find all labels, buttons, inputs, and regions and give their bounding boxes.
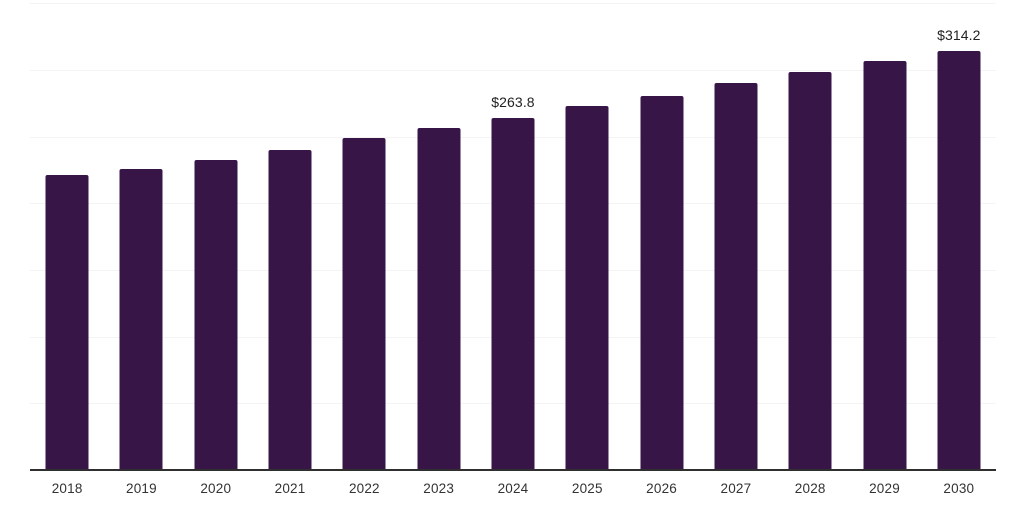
bar-value-label: $314.2 [937,26,981,43]
x-axis-tick-label: 2028 [794,481,826,496]
bar-group [253,0,327,470]
bar-group: $263.8 [476,0,550,470]
bar[interactable] [788,72,832,470]
bar-group [699,0,773,470]
x-axis-tick-label: 2026 [646,481,678,496]
bar-group [179,0,253,470]
bar-value-label: $263.8 [491,94,535,111]
bar[interactable] [45,174,89,470]
bar-group [104,0,178,470]
x-axis-tick-label: 2029 [869,481,900,496]
bar-group [402,0,476,470]
bar[interactable] [714,83,758,470]
bar[interactable] [268,150,312,470]
x-axis-tick-labels: 2018 2019 2020 2021 2022 2023 2024 2025 2026 2027… [30,476,996,512]
x-axis-tick-label: 2024 [497,481,529,496]
x-axis-tick-label: 2021 [274,481,306,496]
x-axis-tick-label: 2030 [943,481,975,496]
bar[interactable] [863,60,907,470]
bar-group [550,0,624,470]
x-axis-tick-label: 2027 [720,481,752,496]
bar-group [30,0,104,470]
bar[interactable] [640,96,684,470]
bar[interactable] [119,168,163,470]
x-axis-tick-label: 2023 [423,481,455,496]
bar[interactable] [565,106,609,470]
bar-group [847,0,921,470]
bar[interactable] [342,138,386,470]
plot-area: $263.8 $314.2 [30,0,996,471]
bar[interactable] [417,128,461,470]
bar-group [773,0,847,470]
bar[interactable] [491,118,535,470]
bar[interactable] [194,160,238,470]
x-axis-line [30,469,996,471]
x-axis-tick-label: 2018 [51,481,83,496]
x-axis-tick-label: 2022 [348,481,380,496]
x-axis-tick-label: 2019 [126,481,157,496]
bar-group [327,0,401,470]
bar-group [624,0,698,470]
x-axis-tick-label: 2020 [200,481,232,496]
bars-layer: $263.8 $314.2 [30,0,996,470]
bar[interactable] [937,50,981,470]
x-axis-tick-label: 2025 [571,481,603,496]
bar-group: $314.2 [922,0,996,470]
